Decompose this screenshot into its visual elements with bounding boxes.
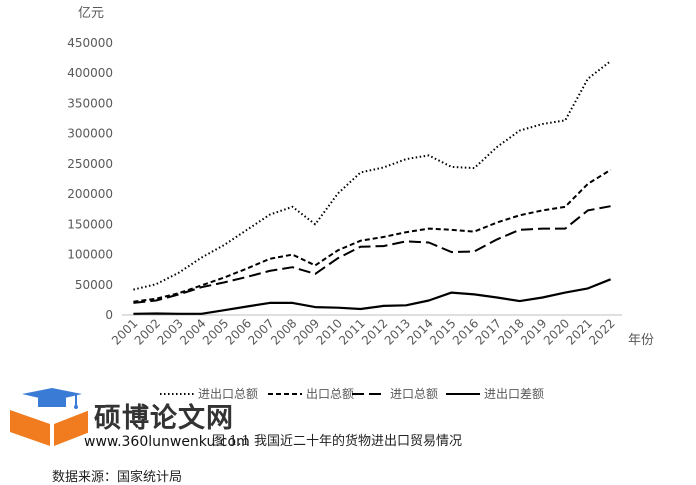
legend-label-1: 出口总额 xyxy=(306,387,354,401)
y-tick-label: 200000 xyxy=(67,187,113,201)
y-tick-label: 150000 xyxy=(67,217,113,231)
x-tick-label: 2022 xyxy=(586,316,617,347)
watermark-url: www.360lunwenku.com xyxy=(84,434,250,450)
legend-label-2: 进口总额 xyxy=(390,387,438,401)
y-axis: 0 50000 100000 150000 200000 250000 300000 3500… xyxy=(67,36,113,322)
y-axis-unit-label: 亿元 xyxy=(78,6,104,21)
series-line-2 xyxy=(133,205,611,304)
series-line-1 xyxy=(133,169,612,303)
chart: 亿元 年份 0 50000 100000 150000 200000 250000 3000… xyxy=(67,6,654,401)
data-source: 数据来源：国家统计局 xyxy=(52,470,183,485)
y-tick-label: 250000 xyxy=(67,157,113,171)
legend: 进出口总额 出口总额 进口总额 进出口差额 xyxy=(160,387,544,401)
watermark-logo: 硕博论文网 www.360lunwenku.com xyxy=(8,388,268,458)
graduation-cap-book-icon xyxy=(10,388,88,446)
series-line-3 xyxy=(133,278,612,315)
x-axis: 2001200220032004200520062007200820092010… xyxy=(109,316,618,347)
y-tick-label: 350000 xyxy=(67,96,113,110)
y-tick-label: 100000 xyxy=(67,248,113,262)
y-tick-label: 400000 xyxy=(67,66,113,80)
figure-caption: 图 1.1 我国近二十年的货物进出口贸易情况 xyxy=(212,434,462,449)
y-tick-label: 50000 xyxy=(75,278,113,292)
y-tick-label: 0 xyxy=(105,308,113,322)
y-tick-label: 300000 xyxy=(67,127,113,141)
watermark-title: 硕博论文网 xyxy=(94,403,234,434)
legend-label-3: 进出口差额 xyxy=(484,387,544,401)
x-axis-unit-label: 年份 xyxy=(628,333,654,348)
series-line-0 xyxy=(133,60,612,291)
y-tick-label: 450000 xyxy=(67,36,113,50)
series-lines xyxy=(133,60,612,315)
legend-label-0: 进出口总额 xyxy=(198,387,258,401)
